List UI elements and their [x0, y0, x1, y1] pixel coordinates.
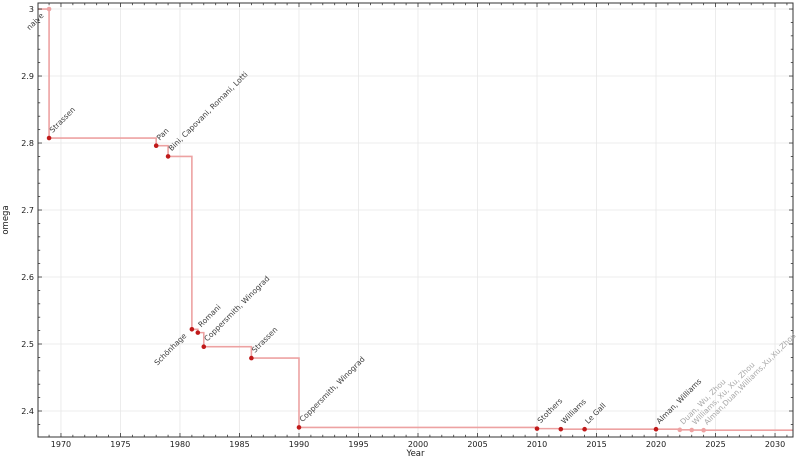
x-tick-label: 1985: [229, 440, 249, 449]
data-point: [558, 426, 564, 432]
x-tick-label: 2005: [467, 440, 487, 449]
data-point: [46, 6, 52, 12]
y-tick-label: 2.9: [21, 72, 34, 81]
y-axis-label: omega: [1, 205, 11, 234]
data-point: [195, 330, 201, 335]
x-tick-label: 1970: [51, 440, 71, 449]
x-tick-label: 2015: [586, 440, 606, 449]
y-tick-label: 3: [29, 5, 34, 14]
x-tick-label: 2010: [527, 440, 547, 449]
x-tick-label: 2020: [646, 440, 666, 449]
y-tick-label: 2.4: [21, 407, 34, 416]
data-point: [582, 426, 587, 432]
data-point: [201, 344, 207, 349]
x-tick-label: 2025: [705, 440, 725, 449]
data-point: [689, 427, 695, 433]
data-point: [46, 135, 52, 141]
data-point: [165, 154, 171, 159]
data-point: [189, 326, 195, 332]
x-axis-label: Year: [406, 449, 426, 459]
x-tick-label: 1975: [110, 440, 130, 449]
data-point: [296, 425, 302, 430]
x-tick-label: 2000: [408, 440, 428, 449]
data-point: [653, 426, 659, 432]
x-tick-label: 1990: [289, 440, 309, 449]
y-tick-label: 2.6: [21, 273, 34, 282]
y-tick-label: 2.8: [21, 139, 34, 148]
x-tick-label: 1995: [348, 440, 368, 449]
x-tick-label: 1980: [170, 440, 190, 449]
data-point: [534, 426, 540, 431]
plot-border: [37, 2, 794, 438]
data-point: [153, 143, 159, 148]
x-tick-label: 2030: [765, 440, 785, 449]
y-tick-label: 2.5: [21, 340, 34, 349]
data-point: [701, 427, 706, 433]
data-point: [677, 427, 683, 433]
y-tick-label: 2.7: [21, 206, 34, 215]
data-point: [249, 355, 254, 361]
